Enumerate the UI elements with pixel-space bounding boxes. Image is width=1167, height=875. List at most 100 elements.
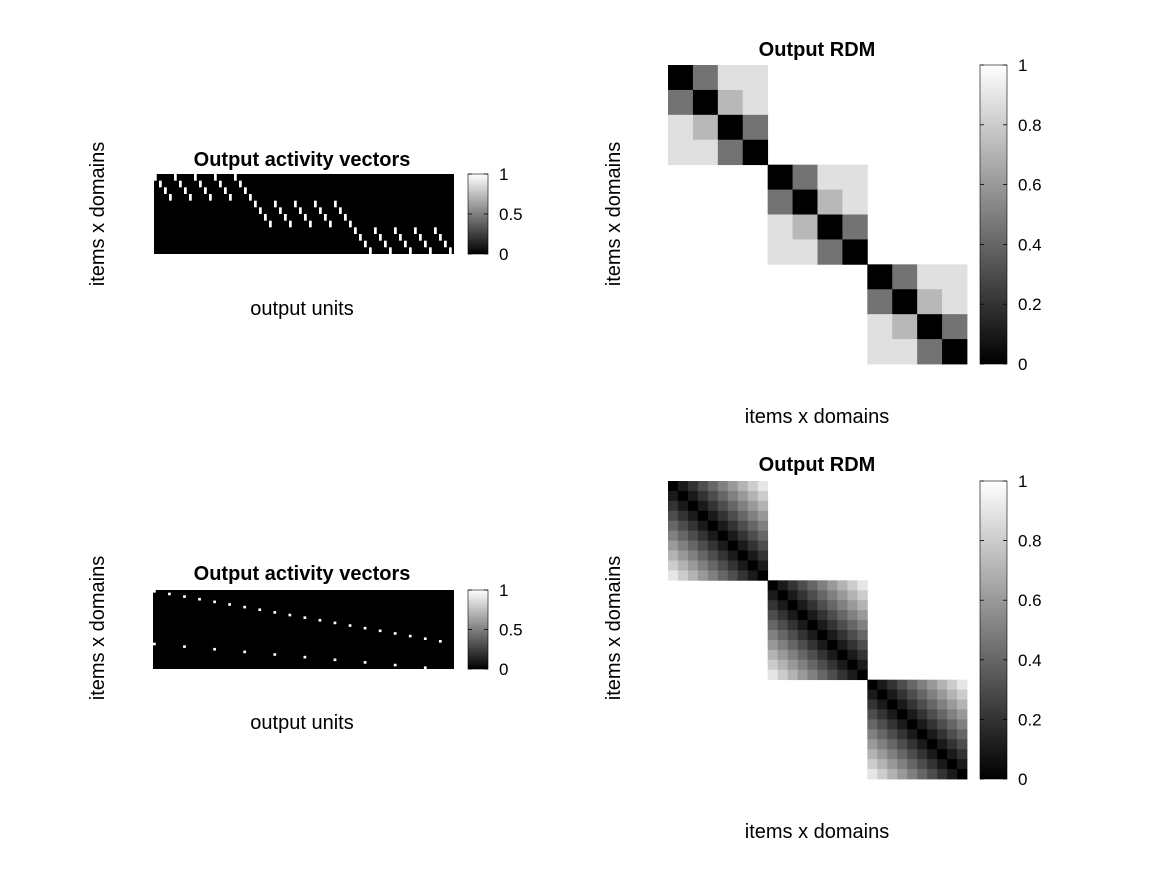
rdm-cell: [747, 520, 759, 532]
rdm-cell: [687, 490, 699, 502]
rdm-cell: [797, 620, 808, 631]
heatmap-cell-active: [169, 194, 172, 201]
rdm-cell: [817, 639, 828, 651]
rdm-cell: [707, 550, 719, 561]
heatmap-cell-active: [369, 247, 372, 254]
rdm-cell: [877, 689, 888, 700]
heatmap-cell-active: [198, 597, 201, 601]
rdm-cell: [707, 490, 719, 502]
heatmap-cell-active: [279, 207, 282, 214]
rdm-cell: [668, 510, 679, 522]
rdm-cell: [767, 600, 779, 611]
rdm-cell: [827, 610, 838, 621]
rdm-cell: [817, 590, 828, 601]
rdm-cell: [668, 570, 679, 581]
heatmap-cell-active: [289, 220, 292, 228]
rdm-cell: [717, 540, 729, 551]
rdm-cell: [777, 610, 788, 621]
rdm-cell: [747, 490, 759, 502]
rdm-cell: [877, 769, 888, 780]
rdm-cell: [857, 600, 868, 611]
x-axis-label: items x domains: [745, 406, 890, 428]
rdm-cell: [917, 739, 928, 750]
rdm-cell: [717, 550, 729, 561]
rdm-cell: [877, 749, 888, 760]
rdm-cell: [757, 560, 769, 571]
rdm-cell: [847, 600, 858, 611]
rdm-cell: [707, 500, 719, 512]
rdm-cell: [807, 639, 818, 651]
rdm-cell: [727, 481, 739, 492]
heatmap-cell-active: [318, 618, 322, 622]
x-axis-label: output units: [250, 298, 353, 320]
heatmap-cell-active: [409, 247, 412, 254]
rdm-cell: [907, 699, 918, 710]
rdm-cell: [777, 649, 788, 661]
rdm-cell: [797, 669, 808, 681]
rdm-cell: [867, 289, 893, 315]
panel-rdm-bottom: Output RDM items x domains items x domai…: [603, 454, 1042, 843]
heatmap-cell-active: [273, 653, 277, 656]
rdm-cell: [787, 669, 798, 681]
rdm-cell: [892, 264, 918, 290]
heatmap-activity-bottom: [153, 590, 454, 669]
heatmap-cell-active: [159, 180, 162, 188]
colorbar: 0 0.2 0.4 0.6 0.8 1: [979, 472, 1042, 789]
rdm-cell: [797, 610, 808, 621]
rdm-cell: [727, 530, 739, 541]
rdm-cell: [707, 481, 719, 492]
rdm-cell: [697, 510, 709, 522]
panel-activity-top: Output activity vectors output units ite…: [87, 142, 523, 320]
heatmap-cell-active: [344, 214, 347, 221]
rdm-cell: [957, 699, 968, 710]
rdm-cell: [697, 490, 709, 502]
rdm-cell: [757, 550, 769, 561]
rdm-cell: [792, 164, 818, 190]
rdm-cell: [767, 610, 779, 621]
heatmap-cell-active: [153, 642, 156, 646]
rdm-cell: [817, 189, 843, 215]
heatmap-cell-active: [389, 247, 392, 254]
rdm-cell: [717, 490, 729, 502]
rdm-cell: [757, 520, 769, 532]
rdm-cell: [897, 709, 908, 720]
rdm-cell: [842, 214, 868, 240]
y-axis-label: items x domains: [87, 142, 109, 287]
rdm-cell: [917, 289, 943, 315]
rdm-cell: [817, 239, 843, 265]
rdm-cell: [817, 669, 828, 681]
colorbar-tick-label: 0: [499, 660, 508, 679]
rdm-cell: [867, 729, 878, 740]
rdm-cell: [767, 669, 779, 681]
rdm-cell: [867, 719, 878, 730]
rdm-cell: [927, 769, 938, 780]
rdm-cell: [897, 759, 908, 770]
rdm-cell: [677, 500, 689, 512]
rdm-cell: [668, 530, 679, 541]
rdm-cell: [747, 481, 759, 492]
rdm-cell: [827, 620, 838, 631]
rdm-cell: [697, 540, 709, 551]
rdm-cell: [677, 520, 689, 532]
rdm-cell: [937, 699, 948, 710]
rdm-cell: [737, 560, 749, 571]
rdm-cell: [717, 114, 744, 141]
rdm-cell: [877, 729, 888, 740]
rdm-cell: [867, 709, 878, 720]
rdm-cell: [717, 500, 729, 512]
colorbar-tick-label: 0.6: [1018, 176, 1042, 195]
rdm-cell: [727, 520, 739, 532]
rdm-cell: [707, 570, 719, 581]
rdm-cell: [942, 264, 968, 290]
heatmap-cell-active: [423, 666, 427, 669]
rdm-cell: [857, 610, 868, 621]
rdm-cell: [668, 481, 679, 492]
heatmap-cell-active: [319, 207, 322, 214]
rdm-cell: [747, 530, 759, 541]
rdm-cell: [927, 759, 938, 770]
rdm-cell: [737, 510, 749, 522]
heatmap-cell-active: [299, 207, 302, 214]
rdm-cell: [697, 481, 709, 492]
rdm-cell: [777, 620, 788, 631]
x-axis-label: items x domains: [745, 821, 890, 843]
